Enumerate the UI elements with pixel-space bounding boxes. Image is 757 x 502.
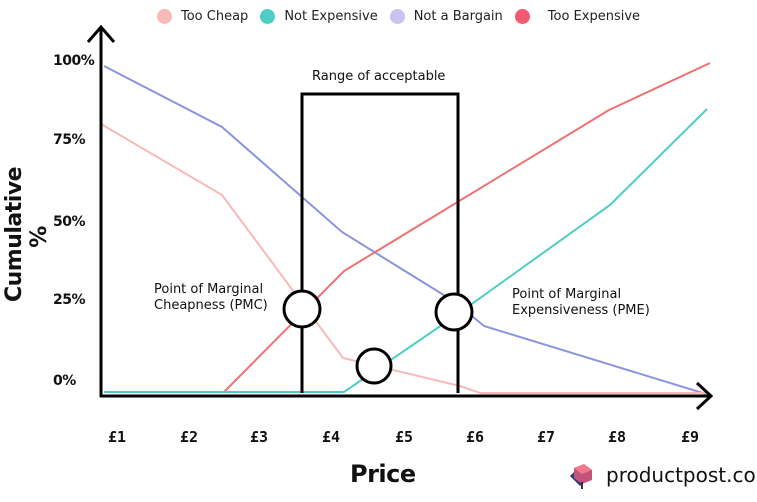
y-tick-75: 75%	[53, 132, 86, 148]
y-tick-0: 0%	[53, 373, 76, 389]
legend: Too Cheap Not Expensive Not a Bargain To…	[157, 5, 652, 27]
pmc-label-line2: Cheapness (PMC)	[154, 298, 268, 313]
legend-label: Not Expensive	[284, 8, 378, 24]
x-tick-9: £9	[680, 428, 700, 446]
pmc-marker-icon	[282, 289, 322, 329]
pme-label-line2: Expensiveness (PME)	[512, 303, 650, 318]
x-tick-3: £3	[249, 428, 269, 446]
x-tick-6: £6	[465, 428, 485, 446]
x-tick-5: £5	[394, 428, 414, 446]
pmc-label: Point of Marginal Cheapness (PMC)	[154, 282, 268, 314]
y-axis-arrow-icon	[86, 24, 116, 43]
pme-label: Point of Marginal Expensiveness (PME)	[512, 287, 650, 319]
x-tick-4: £4	[321, 428, 341, 446]
legend-dot-icon	[514, 8, 530, 24]
x-tick-1: £1	[107, 428, 127, 446]
legend-label: Too Cheap	[181, 8, 249, 24]
mailbox-icon	[570, 464, 592, 489]
x-tick-2: £2	[179, 428, 199, 446]
series-too-cheap	[100, 123, 706, 394]
pmc-label-line1: Point of Marginal	[154, 282, 264, 297]
y-tick-50: 50%	[53, 214, 86, 230]
legend-item-too-cheap: Too Cheap	[157, 8, 249, 24]
legend-item-not-expensive: Not Expensive	[260, 8, 378, 24]
legend-dot-icon	[260, 8, 276, 24]
legend-label: Not a Bargain	[413, 8, 503, 24]
x-axis-title: Price	[350, 460, 416, 488]
brand-text: productpost.co	[606, 463, 756, 487]
optimal-price-marker-icon	[355, 347, 393, 385]
x-tick-7: £7	[536, 428, 556, 446]
range-label: Range of acceptable	[312, 69, 446, 84]
series-not-a-bargain	[103, 65, 707, 395]
legend-item-too-expensive: Too Expensive	[514, 8, 641, 24]
y-tick-25: 25%	[53, 292, 86, 308]
acceptable-range-box	[300, 92, 460, 393]
x-tick-8: £8	[607, 428, 627, 446]
legend-label: Too Expensive	[547, 8, 641, 24]
brand-logo: productpost.co	[568, 460, 756, 490]
y-tick-100: 100%	[53, 53, 95, 69]
pme-label-line1: Point of Marginal	[512, 287, 622, 302]
y-axis-title: Cumulative %	[2, 166, 52, 302]
x-axis-arrow-icon	[695, 381, 714, 411]
legend-dot-icon	[389, 8, 405, 24]
series-not-expensive	[104, 108, 708, 393]
legend-item-not-a-bargain: Not a Bargain	[389, 8, 503, 24]
legend-dot-icon	[157, 8, 172, 24]
pme-marker-icon	[434, 292, 474, 332]
